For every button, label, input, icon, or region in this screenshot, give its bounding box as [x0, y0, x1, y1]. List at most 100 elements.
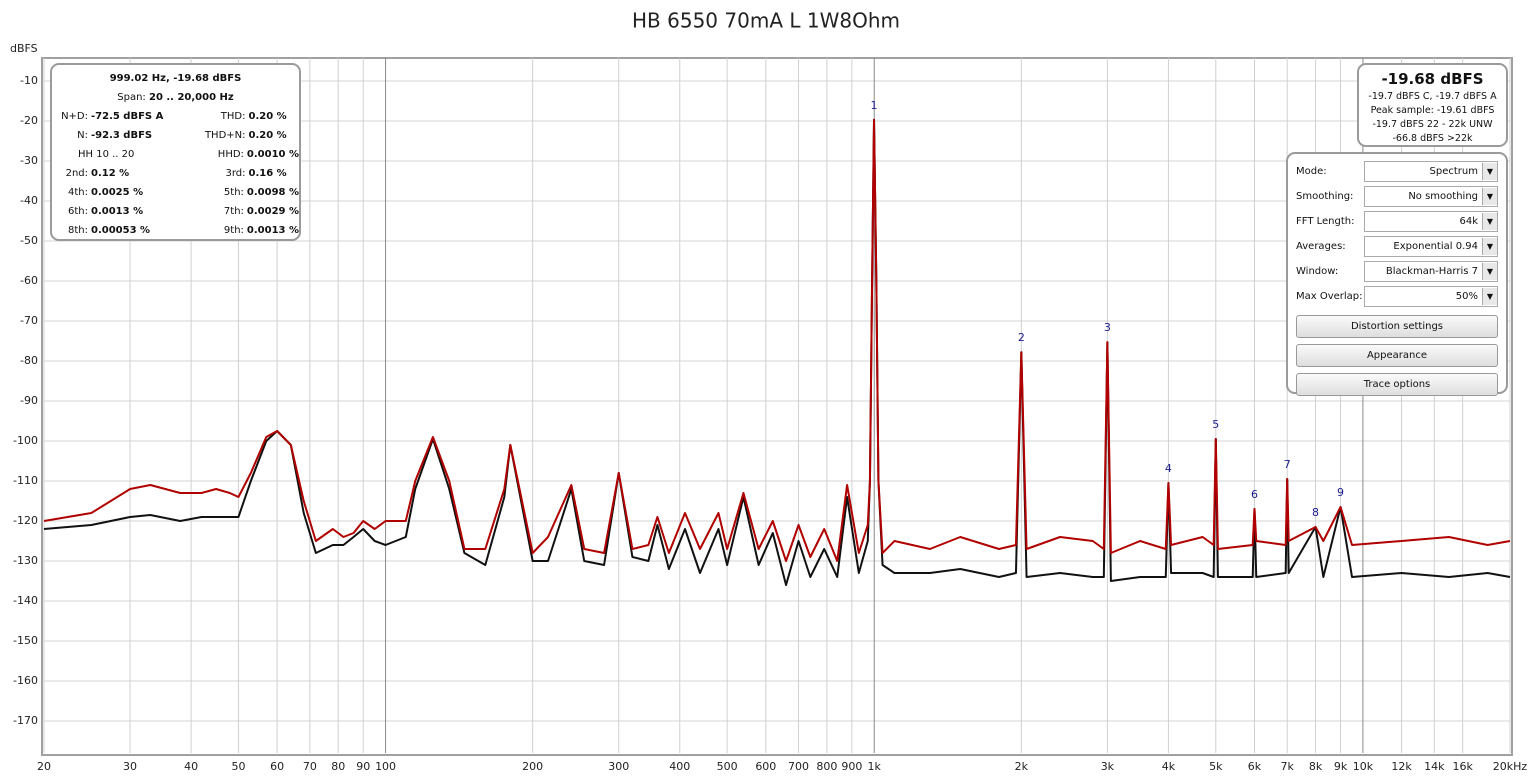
button[interactable]: Distortion settings — [1296, 315, 1498, 338]
control-label: Mode: — [1296, 166, 1327, 177]
level-line: -19.7 dBFS 22 - 22k UNW — [1372, 119, 1493, 130]
info-label: 6th: — [68, 206, 88, 217]
dropdown-arrow[interactable]: ▼ — [1482, 213, 1497, 230]
info-cell: 6th: 0.0013 % — [52, 202, 176, 221]
x-tick-label: 500 — [717, 760, 738, 773]
dropdown-value[interactable]: Spectrum — [1429, 166, 1478, 177]
x-tick-label: 900 — [841, 760, 862, 773]
y-tick-label: -150 — [13, 634, 38, 647]
info-row: N+D: -72.5 dBFS A THD: 0.20 % — [52, 107, 299, 126]
x-tick-label: 300 — [608, 760, 629, 773]
y-tick-label: -100 — [13, 434, 38, 447]
info-value: 0.0010 % — [246, 149, 299, 160]
dropdown[interactable]: 50% ▼ — [1364, 286, 1498, 307]
x-tick-label: 9k — [1334, 760, 1348, 773]
info-row: 2nd: 0.12 % 3rd: 0.16 % — [52, 164, 299, 183]
x-tick-label: 90 — [356, 760, 370, 773]
dropdown-value[interactable]: Exponential 0.94 — [1393, 241, 1478, 252]
y-tick-label: -50 — [20, 234, 38, 247]
x-tick-label: 50 — [231, 760, 245, 773]
info-label: 7th: — [223, 206, 244, 217]
x-tick-label: 60 — [270, 760, 284, 773]
level-line: -66.8 dBFS >22k — [1392, 133, 1473, 144]
harmonic-label: 3 — [1104, 321, 1111, 334]
y-tick-label: -10 — [20, 74, 38, 87]
info-cell: N+D: -72.5 dBFS A — [52, 107, 176, 126]
x-tick-label: 30 — [123, 760, 137, 773]
dropdown-arrow[interactable]: ▼ — [1482, 188, 1497, 205]
info-label: 8th: — [68, 225, 88, 236]
x-tick-label: 6k — [1248, 760, 1262, 773]
info-label: HH 10 .. 20 — [78, 149, 135, 160]
info-row: 4th: 0.0025 % 5th: 0.0098 % — [52, 183, 299, 202]
x-tick-label: 20kHz — [1493, 760, 1528, 773]
y-tick-label: -160 — [13, 674, 38, 687]
dropdown-value[interactable]: Blackman-Harris 7 — [1385, 266, 1478, 277]
span-value: 20 .. 20,000 Hz — [148, 92, 234, 103]
info-label: N+D: — [61, 111, 88, 122]
y-tick-label: -40 — [20, 194, 38, 207]
info-label: THD: — [220, 111, 246, 122]
control-row: Mode: Spectrum ▼ — [1296, 159, 1498, 184]
dropdown-arrow[interactable]: ▼ — [1482, 288, 1497, 305]
chart-title: HB 6550 70mA L 1W8Ohm — [632, 9, 900, 33]
control-row: Max Overlap: 50% ▼ — [1296, 284, 1498, 309]
level-lines: -19.7 dBFS C, -19.7 dBFS A Peak sample: -… — [1359, 90, 1506, 146]
dropdown-value[interactable]: No smoothing — [1408, 191, 1478, 202]
x-tick-label: 10k — [1353, 760, 1374, 773]
harmonic-label: 4 — [1165, 462, 1172, 475]
x-tick-label: 200 — [522, 760, 543, 773]
x-tick-label: 14k — [1424, 760, 1445, 773]
x-tick-label: 16k — [1452, 760, 1473, 773]
level-line: Peak sample: -19.61 dBFS — [1370, 105, 1495, 116]
dropdown[interactable]: No smoothing ▼ — [1364, 186, 1498, 207]
button[interactable]: Appearance — [1296, 344, 1498, 367]
info-value: 0.0013 % — [91, 206, 144, 217]
info-label: 4th: — [68, 187, 88, 198]
x-tick-label: 80 — [331, 760, 345, 773]
info-cell: HH 10 .. 20 — [52, 145, 176, 164]
y-tick-label: -130 — [13, 554, 38, 567]
level-panel: -19.68 dBFS -19.7 dBFS C, -19.7 dBFS A Pe… — [1357, 63, 1508, 147]
info-span: Span: 20 .. 20,000 Hz — [52, 88, 299, 107]
info-value: 0.0025 % — [91, 187, 144, 198]
dropdown-value[interactable]: 64k — [1459, 216, 1478, 227]
info-label: HHD: — [217, 149, 244, 160]
dropdown-arrow[interactable]: ▼ — [1482, 163, 1497, 180]
button[interactable]: Trace options — [1296, 373, 1498, 396]
info-value: 0.16 % — [248, 168, 287, 179]
info-label: 5th: — [223, 187, 244, 198]
dropdown-arrow[interactable]: ▼ — [1482, 263, 1497, 280]
harmonic-label: 1 — [871, 99, 878, 112]
info-cell: HHD: 0.0010 % — [176, 145, 299, 164]
dropdown[interactable]: Exponential 0.94 ▼ — [1364, 236, 1498, 257]
span-label: Span: — [117, 92, 146, 103]
dropdown[interactable]: 64k ▼ — [1364, 211, 1498, 232]
harmonic-label: 7 — [1284, 458, 1291, 471]
info-cell: THD: 0.20 % — [176, 107, 300, 126]
info-cell: 3rd: 0.16 % — [176, 164, 300, 183]
dropdown[interactable]: Spectrum ▼ — [1364, 161, 1498, 182]
info-label: THD+N: — [204, 130, 246, 141]
control-row: Averages: Exponential 0.94 ▼ — [1296, 234, 1498, 259]
dropdown-value[interactable]: 50% — [1455, 291, 1478, 302]
x-tick-label: 2k — [1015, 760, 1029, 773]
dropdown[interactable]: Blackman-Harris 7 ▼ — [1364, 261, 1498, 282]
x-tick-label: 5k — [1209, 760, 1223, 773]
control-row: Window: Blackman-Harris 7 ▼ — [1296, 259, 1498, 284]
y-tick-label: -90 — [20, 394, 38, 407]
dropdown-arrow[interactable]: ▼ — [1482, 238, 1497, 255]
y-tick-label: -110 — [13, 474, 38, 487]
y-tick-label: -30 — [20, 154, 38, 167]
control-label: Window: — [1296, 266, 1339, 277]
info-row: HH 10 .. 20 HHD: 0.0010 % — [52, 145, 299, 164]
info-value: 0.12 % — [91, 168, 130, 179]
info-row: 6th: 0.0013 % 7th: 0.0029 % — [52, 202, 299, 221]
info-cell: 7th: 0.0029 % — [176, 202, 299, 221]
y-tick-label: -70 — [20, 314, 38, 327]
info-cell: 9th: 0.0013 % — [176, 221, 299, 240]
y-tick-label: -60 — [20, 274, 38, 287]
x-tick-label: 700 — [788, 760, 809, 773]
info-cell: 5th: 0.0098 % — [176, 183, 299, 202]
